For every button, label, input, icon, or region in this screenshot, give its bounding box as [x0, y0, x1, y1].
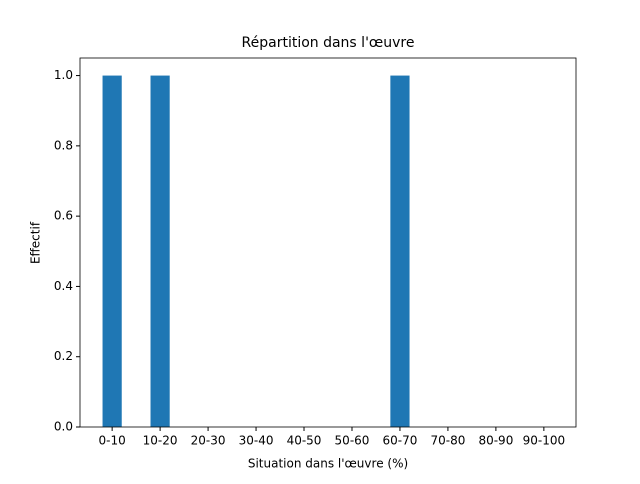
y-axis-label: Effectif: [29, 221, 43, 264]
y-tick-label: 0.8: [54, 138, 73, 152]
y-tick-label: 0.6: [54, 209, 73, 223]
plot-frame: [79, 57, 577, 428]
x-tick-label: 70-80: [430, 434, 465, 448]
x-tick-label: 90-100: [523, 434, 566, 448]
bar: [390, 75, 410, 428]
x-axis-label: Situation dans l'œuvre (%): [248, 457, 408, 471]
x-tick-label: 20-30: [191, 434, 226, 448]
x-tick-label: 10-20: [143, 434, 178, 448]
x-tick-label: 40-50: [287, 434, 322, 448]
x-tick-label: 60-70: [383, 434, 418, 448]
chart-title: Répartition dans l'œuvre: [242, 35, 415, 51]
x-tick-label: 30-40: [239, 434, 274, 448]
y-tick-label: 1.0: [54, 68, 73, 82]
y-tick-label: 0.4: [54, 279, 73, 293]
bar: [102, 75, 122, 428]
y-tick-label: 0.2: [54, 349, 73, 363]
x-tick-label: 0-10: [99, 434, 126, 448]
x-tick-label: 80-90: [478, 434, 513, 448]
x-tick-label: 50-60: [335, 434, 370, 448]
y-tick-label: 0.0: [54, 420, 73, 434]
bar: [150, 75, 170, 428]
